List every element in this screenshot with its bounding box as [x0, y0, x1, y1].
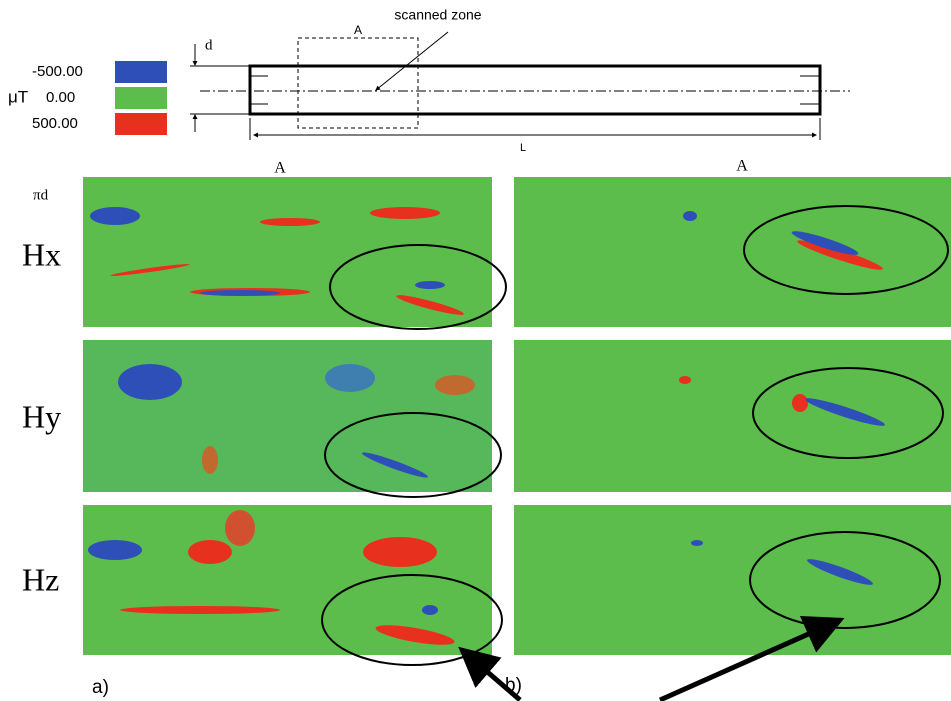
swatch — [115, 87, 167, 109]
annotation: scanned zone — [394, 7, 481, 23]
zone-label: A — [354, 23, 362, 37]
swatch — [115, 61, 167, 83]
figure: μT -500.00 0.00 500.00 d A scanned zone … — [0, 0, 951, 701]
diameter-label: d — [205, 37, 213, 53]
maps — [83, 177, 951, 700]
legend: μT -500.00 0.00 500.00 — [8, 61, 167, 135]
row-label: Hy — [22, 398, 61, 434]
row-label: Hx — [22, 236, 61, 272]
legend-label: 500.00 — [32, 115, 78, 132]
circumference-label: πd — [33, 187, 49, 203]
pipe-schematic — [190, 32, 850, 140]
legend-label: 0.00 — [46, 89, 75, 106]
part-label: a) — [92, 677, 109, 698]
legend-label: -500.00 — [32, 63, 83, 80]
row-label: Hz — [22, 561, 59, 597]
column-label: A — [736, 158, 748, 175]
length-label: L — [520, 142, 526, 154]
unit: μT — [8, 87, 28, 106]
column-label: A — [274, 160, 286, 177]
swatch — [115, 113, 167, 135]
